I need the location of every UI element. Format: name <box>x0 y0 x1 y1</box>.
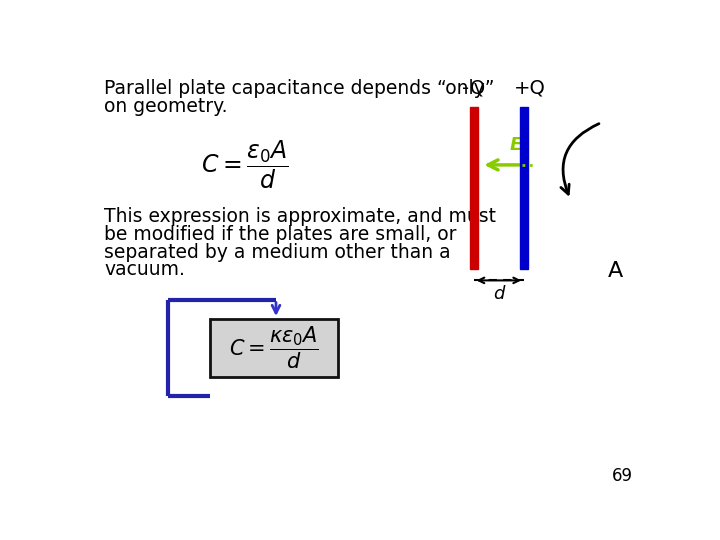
Bar <box>520 107 528 269</box>
Text: E: E <box>510 136 523 154</box>
Text: be modified if the plates are small, or: be modified if the plates are small, or <box>104 225 456 244</box>
Text: vacuum.: vacuum. <box>104 260 185 279</box>
Bar <box>210 319 338 377</box>
Bar <box>469 107 477 269</box>
Text: +Q: +Q <box>513 79 545 98</box>
Text: $\mathit{C} = \dfrac{\varepsilon_0 \mathit{A}}{\mathit{d}}$: $\mathit{C} = \dfrac{\varepsilon_0 \math… <box>201 138 289 191</box>
Text: This expression is approximate, and must: This expression is approximate, and must <box>104 207 496 226</box>
Text: d: d <box>493 285 505 303</box>
Text: separated by a medium other than a: separated by a medium other than a <box>104 242 451 262</box>
FancyArrowPatch shape <box>561 124 599 194</box>
Text: 69: 69 <box>611 467 632 485</box>
Text: A: A <box>608 261 623 281</box>
Text: on geometry.: on geometry. <box>104 97 228 116</box>
Text: Parallel plate capacitance depends “only”: Parallel plate capacitance depends “only… <box>104 79 495 98</box>
Text: -Q: -Q <box>462 79 485 98</box>
Text: $\mathit{C} = \dfrac{\kappa\varepsilon_0 \mathit{A}}{\mathit{d}}$: $\mathit{C} = \dfrac{\kappa\varepsilon_0… <box>229 325 319 371</box>
